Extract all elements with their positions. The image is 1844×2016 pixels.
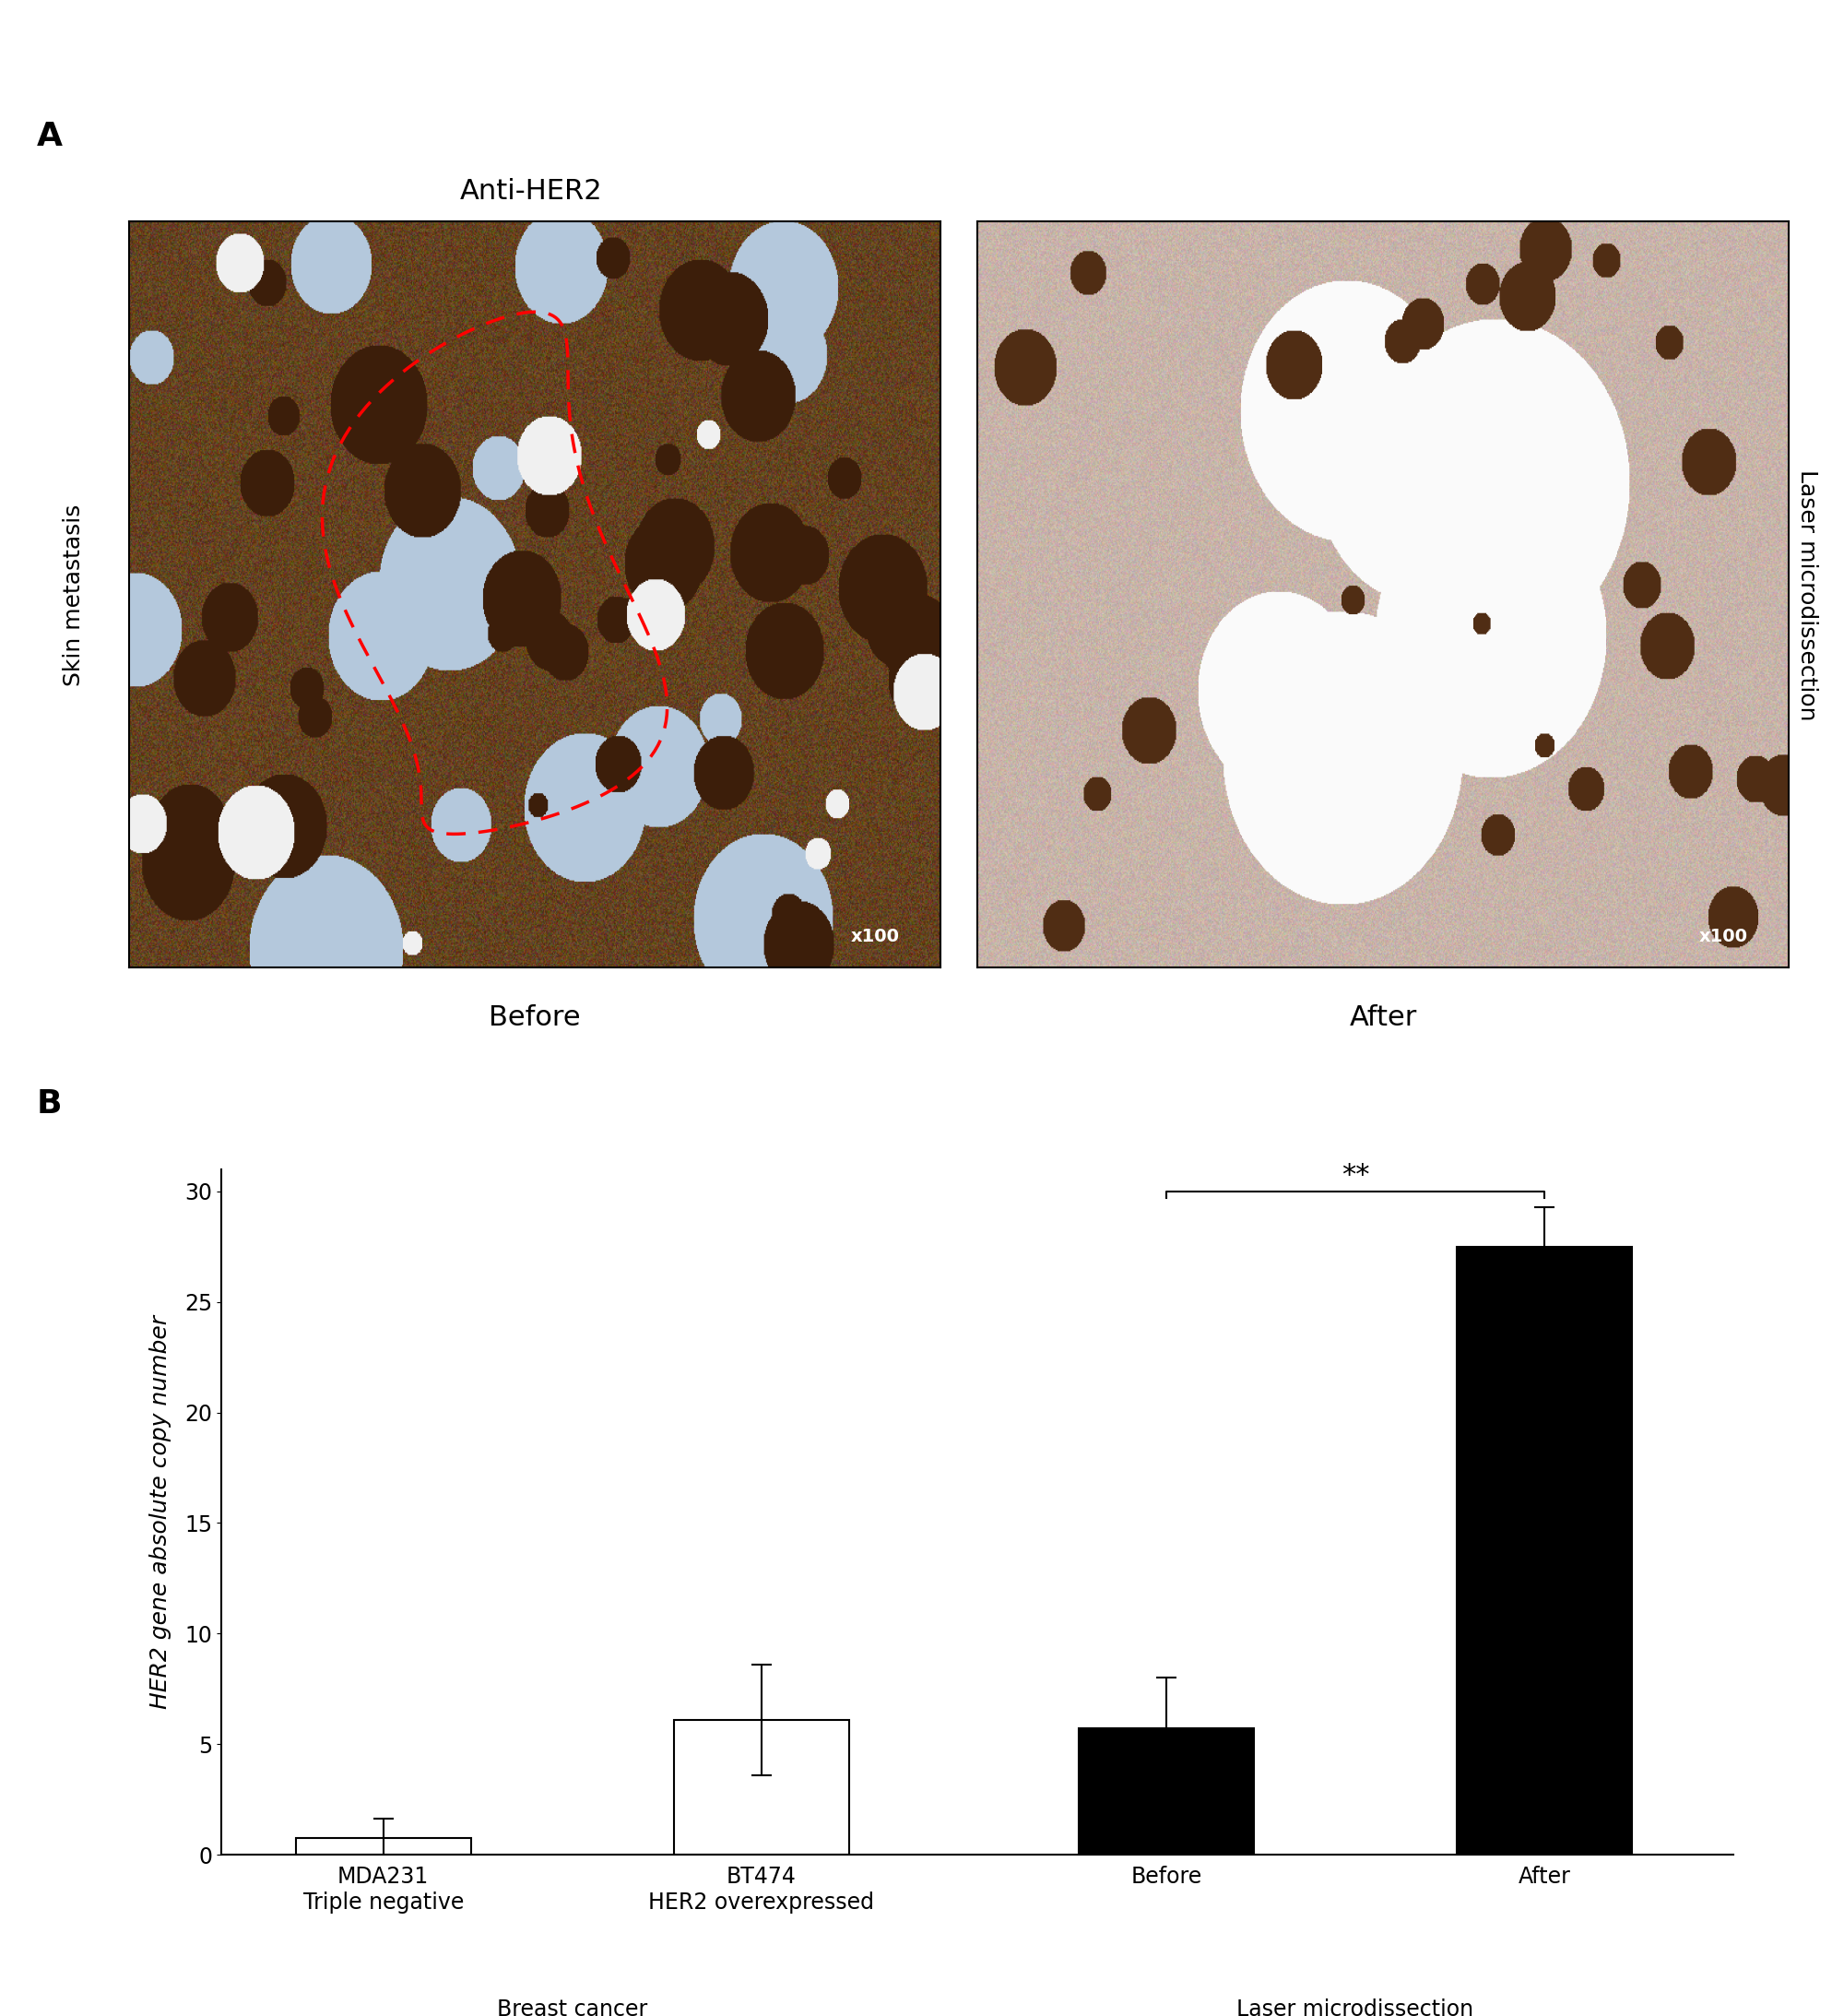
Text: Before: Before: [489, 1004, 581, 1032]
Bar: [1457, 1246, 1632, 1855]
Bar: [1079, 1728, 1254, 1855]
Text: **: **: [1341, 1163, 1370, 1189]
Text: Skin metastasis: Skin metastasis: [63, 504, 85, 685]
Text: A: A: [37, 121, 63, 153]
Text: B: B: [37, 1089, 63, 1121]
Text: After: After: [1350, 1004, 1416, 1032]
Bar: [673, 1720, 848, 1855]
Text: Laser microdissection
Patient: Laser microdissection Patient: [1237, 1998, 1473, 2016]
Text: x100: x100: [852, 927, 900, 946]
Text: x100: x100: [1700, 927, 1748, 946]
Bar: [295, 1839, 470, 1855]
Y-axis label: HER2 gene absolute copy number: HER2 gene absolute copy number: [149, 1314, 171, 1710]
Text: Anti-HER2: Anti-HER2: [459, 177, 603, 206]
Text: Breast cancer
cell lines: Breast cancer cell lines: [498, 1998, 647, 2016]
Text: Laser microdissection: Laser microdissection: [1796, 470, 1818, 720]
